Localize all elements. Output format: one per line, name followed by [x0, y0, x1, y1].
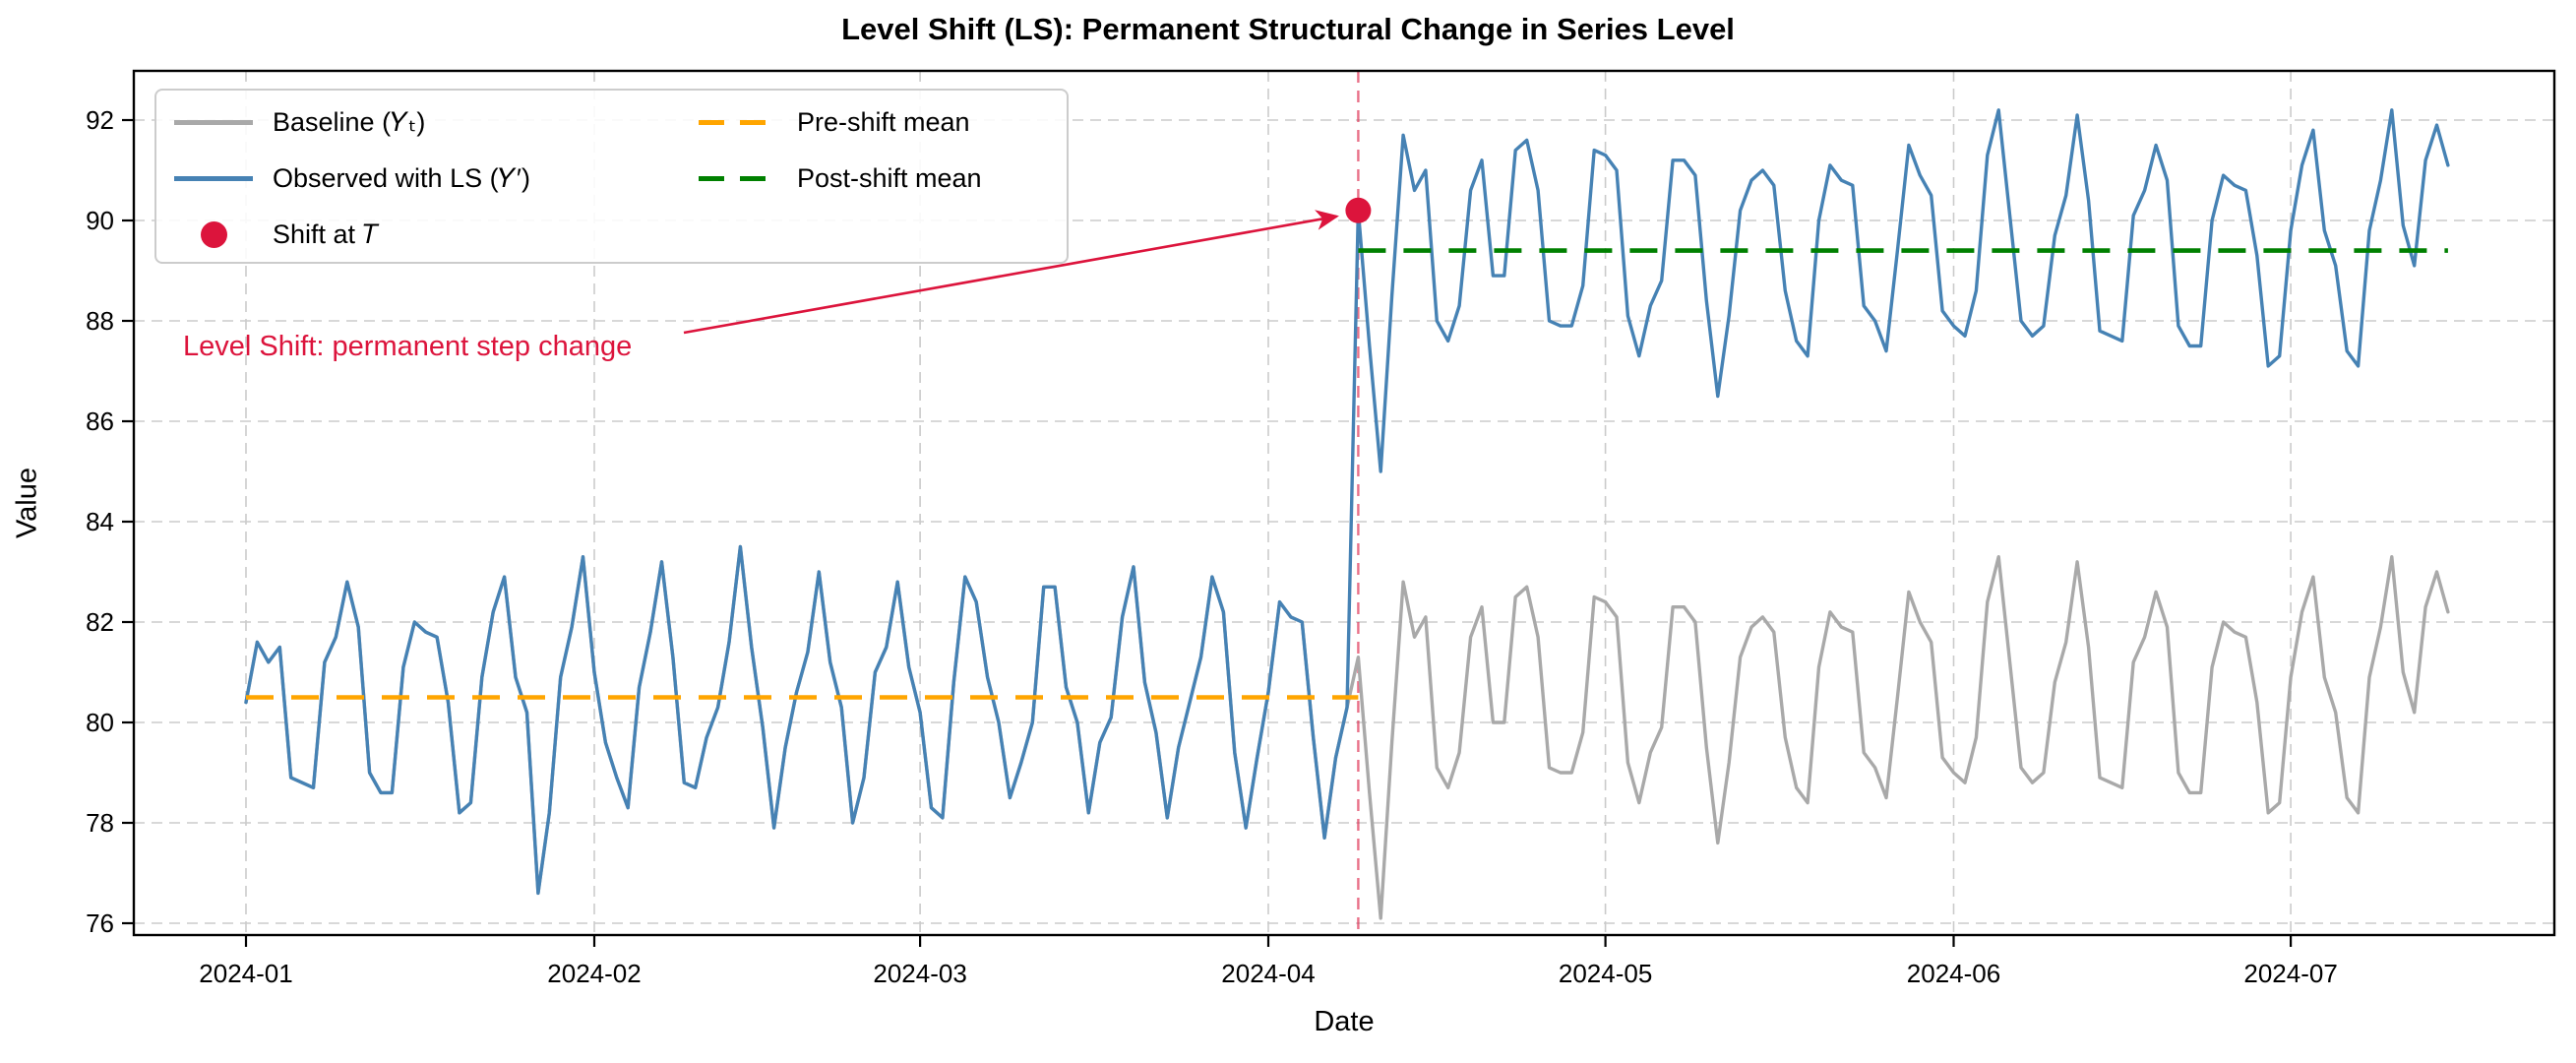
axes-spine [132, 69, 2556, 937]
shift-marker-swatch [166, 221, 261, 248]
y-tick-label: 90 [86, 206, 114, 235]
legend-entry-post-shift-mean: Post-shift mean [691, 151, 982, 207]
legend-entry-pre-shift-mean: Pre-shift mean [691, 94, 982, 151]
legend-entry-baseline: Baseline (𝑌ₜ) [166, 94, 530, 151]
y-tick-label: 76 [86, 908, 114, 938]
y-tick-label: 82 [86, 607, 114, 637]
y-tick-label: 84 [86, 507, 114, 536]
x-tick-label: 2024-04 [1221, 959, 1315, 988]
legend-column-2: Pre-shift mean Post-shift mean [691, 94, 982, 207]
baseline-line-swatch [166, 120, 261, 125]
y-tick-label: 80 [86, 708, 114, 737]
legend-label: Post-shift mean [797, 163, 982, 193]
y-tick-label: 78 [86, 808, 114, 838]
legend-label: Observed with LS (𝑌′) [273, 162, 530, 193]
x-tick-label: 2024-01 [199, 959, 292, 988]
chart-title: Level Shift (LS): Permanent Structural C… [841, 12, 1735, 46]
x-tick-label: 2024-02 [547, 959, 641, 988]
legend: Baseline (𝑌ₜ) Observed with LS (𝑌′) Shif… [154, 89, 1069, 264]
legend-entry-observed: Observed with LS (𝑌′) [166, 151, 530, 207]
legend-entry-shift: Shift at 𝑇 [166, 207, 530, 263]
y-tick-label: 88 [86, 306, 114, 336]
y-axis-label: Value [11, 467, 43, 539]
legend-label: Baseline (𝑌ₜ) [273, 106, 426, 137]
legend-label: Pre-shift mean [797, 107, 970, 137]
observed-line-swatch [166, 176, 261, 181]
pre-shift-mean-swatch [691, 120, 785, 125]
x-tick-label: 2024-05 [1559, 959, 1652, 988]
y-tick-label: 92 [86, 105, 114, 135]
x-tick-label: 2024-07 [2243, 959, 2337, 988]
post-shift-mean-swatch [691, 176, 785, 181]
observed-series-line [244, 108, 2450, 896]
legend-label: Shift at 𝑇 [273, 219, 380, 249]
annotation-arrow [683, 210, 1339, 335]
x-axis-label: Date [1314, 1006, 1375, 1037]
legend-column-1: Baseline (𝑌ₜ) Observed with LS (𝑌′) Shif… [166, 94, 530, 263]
x-tick-label: 2024-03 [873, 959, 966, 988]
shift-marker [1345, 197, 1372, 223]
y-tick-label: 86 [86, 406, 114, 436]
x-tick-label: 2024-06 [1907, 959, 2000, 988]
annotation-text: Level Shift: permanent step change [183, 331, 633, 362]
